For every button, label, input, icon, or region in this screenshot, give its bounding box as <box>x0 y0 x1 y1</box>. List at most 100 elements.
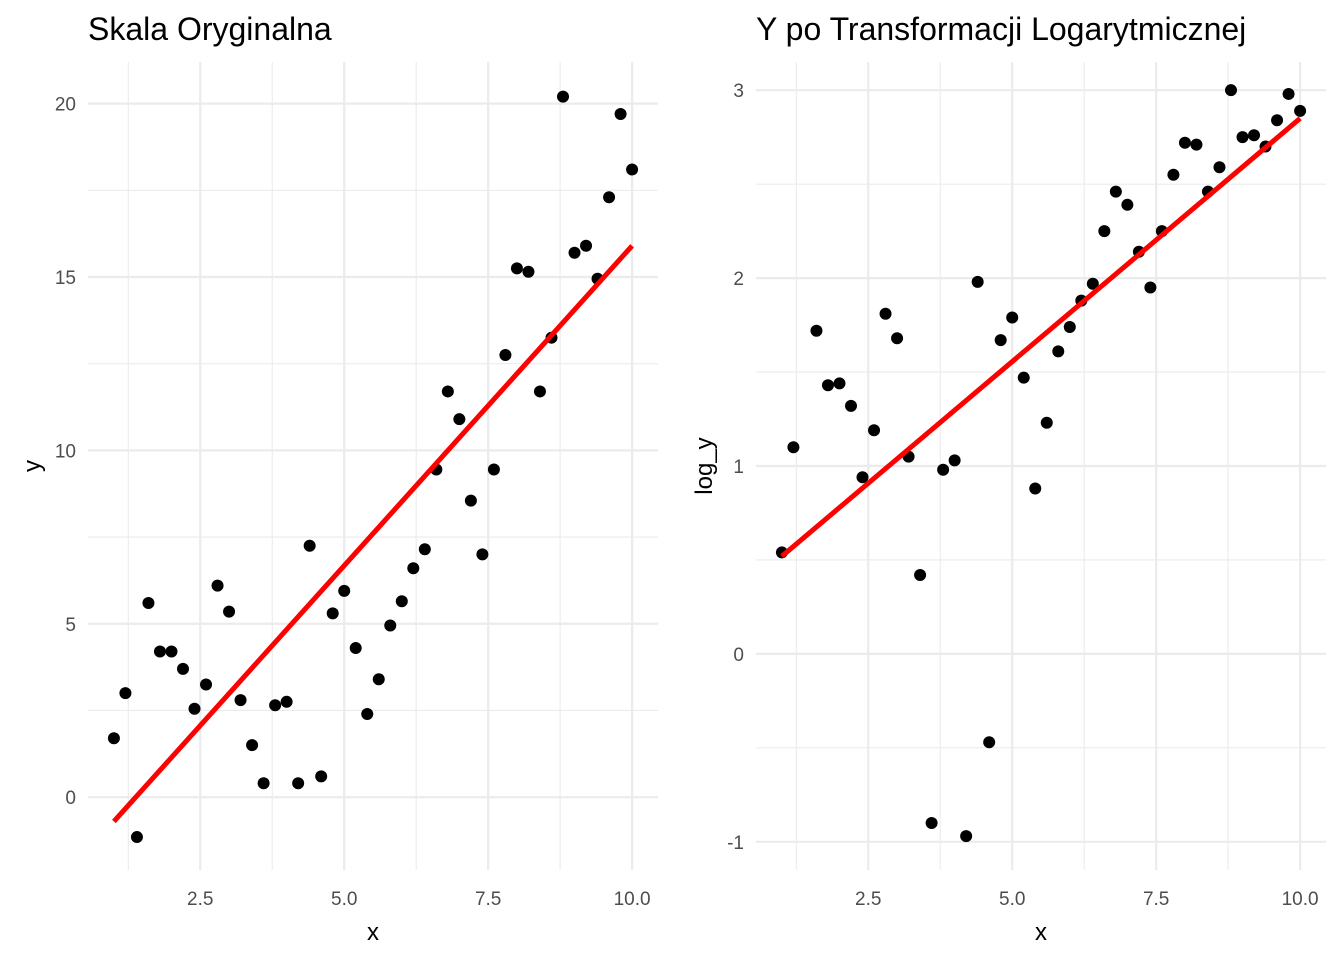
x-tick-labels: 2.5 5.0 7.5 10.0 <box>855 889 1319 910</box>
data-point <box>845 399 857 412</box>
x-tick-label: 10.0 <box>1282 889 1319 910</box>
data-point <box>211 579 224 592</box>
data-point <box>925 817 938 830</box>
data-point <box>948 454 961 467</box>
data-point <box>1282 87 1295 100</box>
data-point <box>1248 129 1261 142</box>
data-point <box>499 349 512 362</box>
y-axis-label: log_y <box>691 437 718 494</box>
y-tick-label: 2 <box>733 269 744 290</box>
data-point <box>1225 84 1237 97</box>
data-point <box>1121 198 1134 211</box>
data-point <box>338 584 351 597</box>
scatter-points <box>107 90 639 844</box>
data-point <box>476 548 489 561</box>
data-point <box>200 678 213 691</box>
data-point <box>868 424 881 437</box>
data-point <box>1052 345 1065 358</box>
x-tick-label: 2.5 <box>855 889 881 910</box>
data-point <box>1213 161 1226 174</box>
x-tick-label: 5.0 <box>999 889 1025 910</box>
data-point <box>1167 168 1180 181</box>
data-point <box>994 334 1007 347</box>
fit-line <box>112 244 634 824</box>
data-point <box>315 770 328 783</box>
data-point <box>119 687 132 700</box>
data-point <box>107 732 120 745</box>
data-point <box>510 262 523 275</box>
data-point <box>1178 136 1191 149</box>
data-point <box>1063 320 1076 333</box>
data-point <box>130 831 143 844</box>
data-point <box>580 239 593 252</box>
gridlines <box>88 62 658 870</box>
panel-title: Skala Oryginalna <box>88 11 332 47</box>
data-point <box>280 695 293 708</box>
data-point <box>349 642 362 655</box>
data-point <box>453 413 466 426</box>
data-point <box>833 377 846 390</box>
data-point <box>372 673 385 686</box>
data-point <box>441 385 454 398</box>
data-point <box>568 246 581 259</box>
y-tick-label: 0 <box>65 788 76 809</box>
data-point <box>533 385 546 398</box>
x-tick-label: 7.5 <box>475 889 501 910</box>
data-point <box>1190 138 1203 151</box>
data-point <box>326 607 339 620</box>
data-point <box>557 90 569 103</box>
data-point <box>603 191 616 204</box>
y-tick-label: 20 <box>55 95 76 116</box>
panel-title: Y po Transformacji Logarytmicznej <box>756 11 1246 47</box>
data-point <box>384 619 397 632</box>
data-point <box>361 707 374 720</box>
y-tick-labels: -1 0 1 2 3 <box>727 81 744 854</box>
data-point <box>1006 311 1019 324</box>
x-tick-label: 10.0 <box>614 889 651 910</box>
y-tick-label: -1 <box>727 833 744 854</box>
y-tick-labels: 0 5 10 15 20 <box>55 95 76 810</box>
data-point <box>395 595 408 608</box>
data-point <box>1144 281 1157 294</box>
data-point <box>257 777 270 790</box>
data-point <box>1294 104 1307 117</box>
data-point <box>1236 131 1249 144</box>
data-point <box>177 662 189 675</box>
x-tick-label: 7.5 <box>1143 889 1169 910</box>
data-point <box>1040 416 1053 429</box>
y-axis-label: y <box>19 460 46 472</box>
data-point <box>165 645 178 658</box>
data-point <box>464 494 477 507</box>
x-tick-label: 2.5 <box>187 889 213 910</box>
data-point <box>879 307 892 320</box>
data-point <box>983 736 996 749</box>
data-point <box>292 777 305 790</box>
y-tick-label: 0 <box>733 645 744 666</box>
scatter-points <box>775 84 1307 843</box>
x-tick-labels: 2.5 5.0 7.5 10.0 <box>187 889 651 910</box>
y-tick-label: 15 <box>55 268 76 289</box>
data-point <box>223 605 236 618</box>
data-point <box>269 699 282 712</box>
x-axis-label: x <box>367 919 379 946</box>
panel-log-transformed: Y po Transformacji Logarytmicznej 2.5 5.0… <box>691 11 1326 946</box>
panel-original-scale: Skala Oryginalna 2.5 5.0 7.5 10.0 05101520 … <box>19 11 658 946</box>
data-point <box>626 163 639 176</box>
data-point <box>234 694 247 707</box>
data-point <box>1017 371 1030 384</box>
data-point <box>407 562 420 575</box>
data-point <box>142 596 155 609</box>
data-point <box>1086 277 1099 290</box>
fit-line-group <box>112 244 634 824</box>
fit-line <box>780 116 1302 559</box>
y-tick-label: 5 <box>65 615 76 636</box>
data-point <box>303 539 316 552</box>
data-point <box>810 324 823 337</box>
data-point <box>1029 482 1042 495</box>
data-point <box>971 275 984 288</box>
data-point <box>246 739 259 752</box>
data-point <box>937 463 950 476</box>
data-point <box>1271 114 1284 127</box>
data-point <box>914 568 927 581</box>
